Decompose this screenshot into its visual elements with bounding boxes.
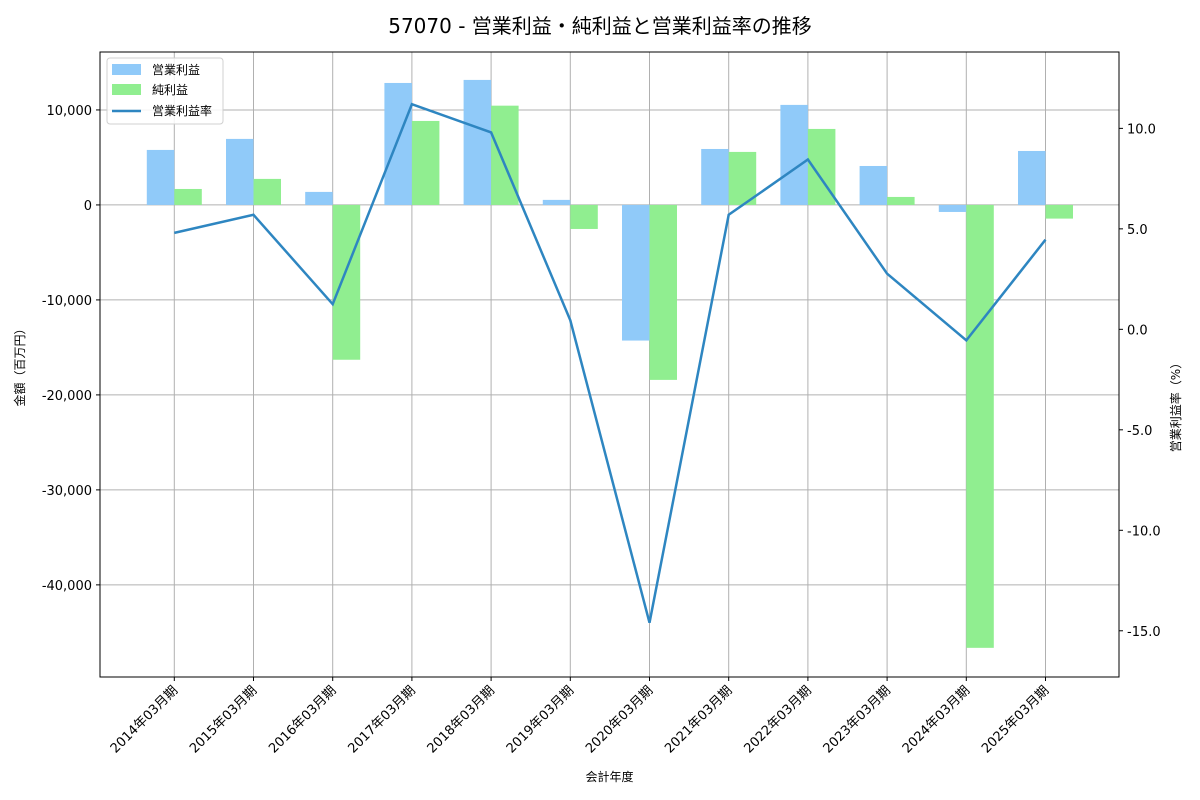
x-tick-label: 2017年03月期 — [345, 683, 418, 756]
y-tick-label-right: -15.0 — [1127, 625, 1161, 640]
bar-net-profit[interactable] — [332, 204, 361, 360]
legend-swatch-operating-profit — [112, 64, 141, 75]
bar-operating-profit[interactable] — [305, 191, 333, 205]
bar-operating-profit[interactable] — [463, 79, 492, 205]
line-operating-margin[interactable] — [174, 102, 1047, 624]
bar-net-profit[interactable] — [1045, 204, 1074, 219]
y-tick-label-right: -10.0 — [1127, 524, 1161, 539]
x-tick-label: 2019年03月期 — [504, 683, 577, 756]
y-tick-label: -20,000 — [42, 389, 92, 404]
y-tick-label: -30,000 — [42, 484, 92, 499]
bar-net-profit[interactable] — [253, 178, 282, 205]
legend-swatch-net-profit — [112, 84, 141, 95]
bar-net-profit[interactable] — [966, 204, 994, 648]
x-tick-label: 2024年03月期 — [900, 683, 973, 756]
chart-title: 57070 - 営業利益・純利益と営業利益率の推移 — [388, 14, 812, 38]
y-axis-right: 10.0 5.0 0.0 -5.0 -10.0 -15.0 営業利益率（%） — [1119, 122, 1183, 640]
y-tick-label-right: -5.0 — [1127, 424, 1152, 439]
y-tick-label: 10,000 — [47, 104, 93, 119]
bar-operating-profit[interactable] — [938, 204, 967, 212]
bar-net-profit[interactable] — [649, 204, 678, 380]
x-tick-label: 2015年03月期 — [187, 683, 260, 756]
bar-operating-profit[interactable] — [226, 138, 254, 205]
bar-operating-profit[interactable] — [542, 199, 571, 205]
x-tick-label: 2018年03月期 — [425, 683, 498, 756]
y-tick-label: -40,000 — [42, 579, 92, 594]
bar-operating-profit[interactable] — [1018, 150, 1046, 205]
x-tick-label: 2022年03月期 — [741, 683, 814, 756]
x-axis: 2014年03月期 2015年03月期 2016年03月期 2017年03月期 2018… — [108, 677, 1052, 784]
bar-net-profit[interactable] — [570, 204, 598, 229]
y-tick-label-right: 0.0 — [1127, 323, 1148, 338]
x-axis-title: 会計年度 — [585, 769, 633, 784]
x-tick-label: 2016年03月期 — [266, 683, 339, 756]
plot-frame — [99, 51, 1120, 678]
x-tick-label: 2014年03月期 — [108, 683, 181, 756]
bar-net-profit[interactable] — [174, 188, 202, 205]
bar-operating-profit[interactable] — [859, 165, 888, 205]
bar-operating-profit[interactable] — [780, 104, 808, 205]
x-tick-label: 2025年03月期 — [979, 683, 1052, 756]
x-tick-label: 2021年03月期 — [662, 683, 735, 756]
y-axis-title-left: 金額（百万円） — [12, 322, 27, 406]
legend-label: 純利益 — [152, 83, 188, 97]
bars — [146, 79, 1074, 648]
legend-label: 営業利益 — [152, 63, 200, 77]
y-axis-left: 10,000 0 -10,000 -20,000 -30,000 -40,000 金額（百万… — [12, 104, 100, 594]
y-tick-label-right: 5.0 — [1127, 223, 1148, 238]
y-tick-label: 0 — [84, 199, 92, 214]
y-tick-label-right: 10.0 — [1127, 122, 1156, 137]
bar-operating-profit[interactable] — [701, 148, 729, 205]
x-tick-label: 2023年03月期 — [821, 683, 894, 756]
bar-operating-profit[interactable] — [622, 204, 650, 341]
y-tick-label: -10,000 — [42, 294, 92, 309]
bar-net-profit[interactable] — [728, 151, 757, 205]
legend-label: 営業利益率 — [152, 103, 212, 118]
bar-net-profit[interactable] — [411, 120, 440, 205]
bar-operating-profit[interactable] — [384, 82, 412, 205]
y-axis-title-right: 営業利益率（%） — [1168, 357, 1183, 452]
bar-net-profit[interactable] — [887, 196, 915, 205]
bar-operating-profit[interactable] — [146, 149, 175, 205]
x-tick-label: 2020年03月期 — [583, 683, 656, 756]
